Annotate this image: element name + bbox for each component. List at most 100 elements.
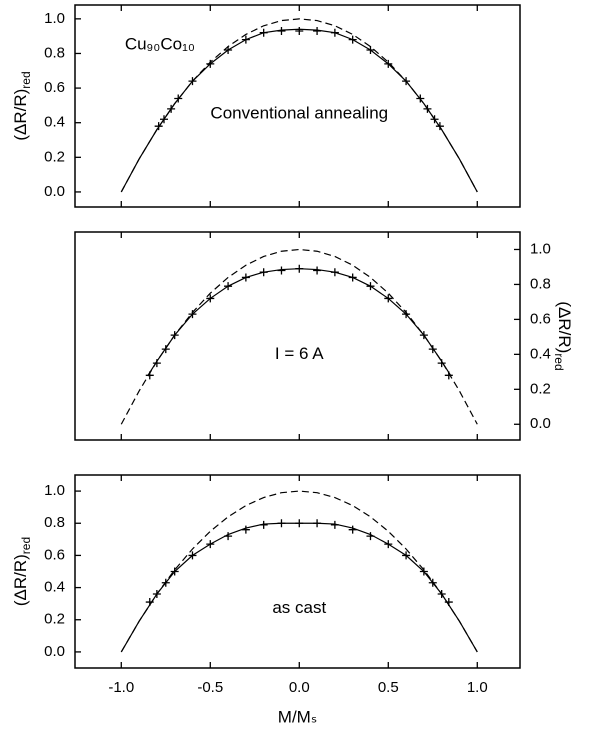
plus-marker xyxy=(174,94,183,103)
plus-marker xyxy=(241,525,250,534)
plus-marker xyxy=(167,104,176,113)
plus-marker xyxy=(419,331,428,340)
y-tick-label: 0.6 xyxy=(530,310,551,327)
x-tick-label: 0.0 xyxy=(289,679,310,696)
y-axis-label: (ΔR/R)red xyxy=(552,301,574,370)
y-tick-label: 0.2 xyxy=(44,148,65,165)
y-tick-label: 0.8 xyxy=(44,44,65,61)
plus-marker xyxy=(330,520,339,529)
plus-marker xyxy=(348,35,357,44)
plus-marker xyxy=(224,282,233,291)
plus-marker xyxy=(295,519,304,528)
plus-marker xyxy=(430,115,439,124)
y-tick-label: 0.0 xyxy=(44,643,65,660)
plus-marker xyxy=(206,540,215,549)
y-tick-label: 0.8 xyxy=(44,514,65,531)
plus-marker xyxy=(416,94,425,103)
plus-marker xyxy=(437,590,446,599)
x-axis-label: M/Mₛ xyxy=(278,707,317,726)
y-tick-label: 0.8 xyxy=(530,275,551,292)
plus-marker xyxy=(259,268,268,277)
y-axis-label: (ΔR/R)red xyxy=(11,71,33,140)
plus-marker xyxy=(259,28,268,37)
y-tick-label: 1.0 xyxy=(44,10,65,27)
plus-marker xyxy=(161,578,170,587)
y-axis-label-sub: red xyxy=(552,353,566,370)
plus-marker xyxy=(241,35,250,44)
y-axis-label-sub: red xyxy=(19,71,33,88)
plus-marker xyxy=(444,371,453,380)
y-tick-label: 0.2 xyxy=(530,380,551,397)
y-tick-label: 0.6 xyxy=(44,546,65,563)
plus-marker xyxy=(366,282,375,291)
y-tick-label: 0.4 xyxy=(44,579,65,596)
plus-marker xyxy=(428,578,437,587)
plus-marker xyxy=(313,519,322,528)
y-tick-label: 1.0 xyxy=(530,240,551,257)
plus-marker xyxy=(188,551,197,560)
y-axis-label-main: (ΔR/R) xyxy=(11,89,30,141)
y-tick-label: 0.2 xyxy=(44,611,65,628)
plus-marker xyxy=(330,28,339,37)
plus-marker xyxy=(366,46,375,55)
plus-marker xyxy=(384,540,393,549)
plus-marker xyxy=(348,525,357,534)
plus-marker xyxy=(313,26,322,35)
plot-frame xyxy=(74,474,521,669)
plus-marker xyxy=(145,598,154,607)
plus-marker xyxy=(224,46,233,55)
plus-marker xyxy=(402,551,411,560)
solid-curve xyxy=(120,522,478,653)
plus-marker xyxy=(435,122,444,131)
plus-marker xyxy=(330,268,339,277)
plus-marker xyxy=(160,115,168,124)
y-tick-label: 0.0 xyxy=(44,183,65,200)
plus-marker xyxy=(206,59,215,68)
plus-marker xyxy=(444,598,453,607)
annotation: as cast xyxy=(272,598,326,617)
y-tick-label: 0.0 xyxy=(530,415,551,432)
plus-marker xyxy=(428,345,437,354)
plus-marker xyxy=(188,310,197,319)
plus-marker xyxy=(295,26,304,35)
plus-marker xyxy=(402,310,411,319)
plot-frame xyxy=(74,231,521,441)
plus-marker xyxy=(152,359,161,368)
y-tick-label: 0.4 xyxy=(44,114,65,131)
plus-marker xyxy=(313,266,322,275)
plus-marker xyxy=(170,567,179,576)
plus-marker xyxy=(277,266,286,275)
plus-marker xyxy=(384,59,393,68)
plus-marker xyxy=(154,122,163,131)
plus-marker xyxy=(241,273,250,282)
plus-marker xyxy=(188,77,197,86)
y-tick-label: 0.4 xyxy=(530,345,551,362)
y-axis-label-main: (ΔR/R) xyxy=(11,554,30,606)
plot-frame xyxy=(74,4,521,208)
annotation: I = 6 A xyxy=(275,344,324,363)
plus-marker xyxy=(145,371,154,380)
plus-marker xyxy=(259,520,268,529)
y-tick-label: 0.6 xyxy=(44,79,65,96)
y-axis-label: (ΔR/R)red xyxy=(11,537,33,606)
plus-marker xyxy=(161,345,170,354)
y-axis-label-sub: red xyxy=(19,537,33,554)
plus-marker xyxy=(224,532,233,541)
plus-marker xyxy=(295,264,304,273)
plus-marker xyxy=(277,519,286,528)
plus-marker xyxy=(402,77,411,86)
y-tick-label: 1.0 xyxy=(44,482,65,499)
plus-marker xyxy=(419,567,428,576)
y-axis-label-main: (ΔR/R) xyxy=(555,301,574,353)
plus-marker xyxy=(152,590,161,599)
x-tick-label: 1.0 xyxy=(467,679,488,696)
plus-marker xyxy=(206,294,215,303)
plus-marker xyxy=(437,359,446,368)
x-tick-label: -0.5 xyxy=(197,679,223,696)
annotation: Cu₉₀Co₁₀ xyxy=(125,34,195,53)
plus-marker xyxy=(423,104,432,113)
x-tick-label: -1.0 xyxy=(108,679,134,696)
plus-marker xyxy=(170,331,179,340)
